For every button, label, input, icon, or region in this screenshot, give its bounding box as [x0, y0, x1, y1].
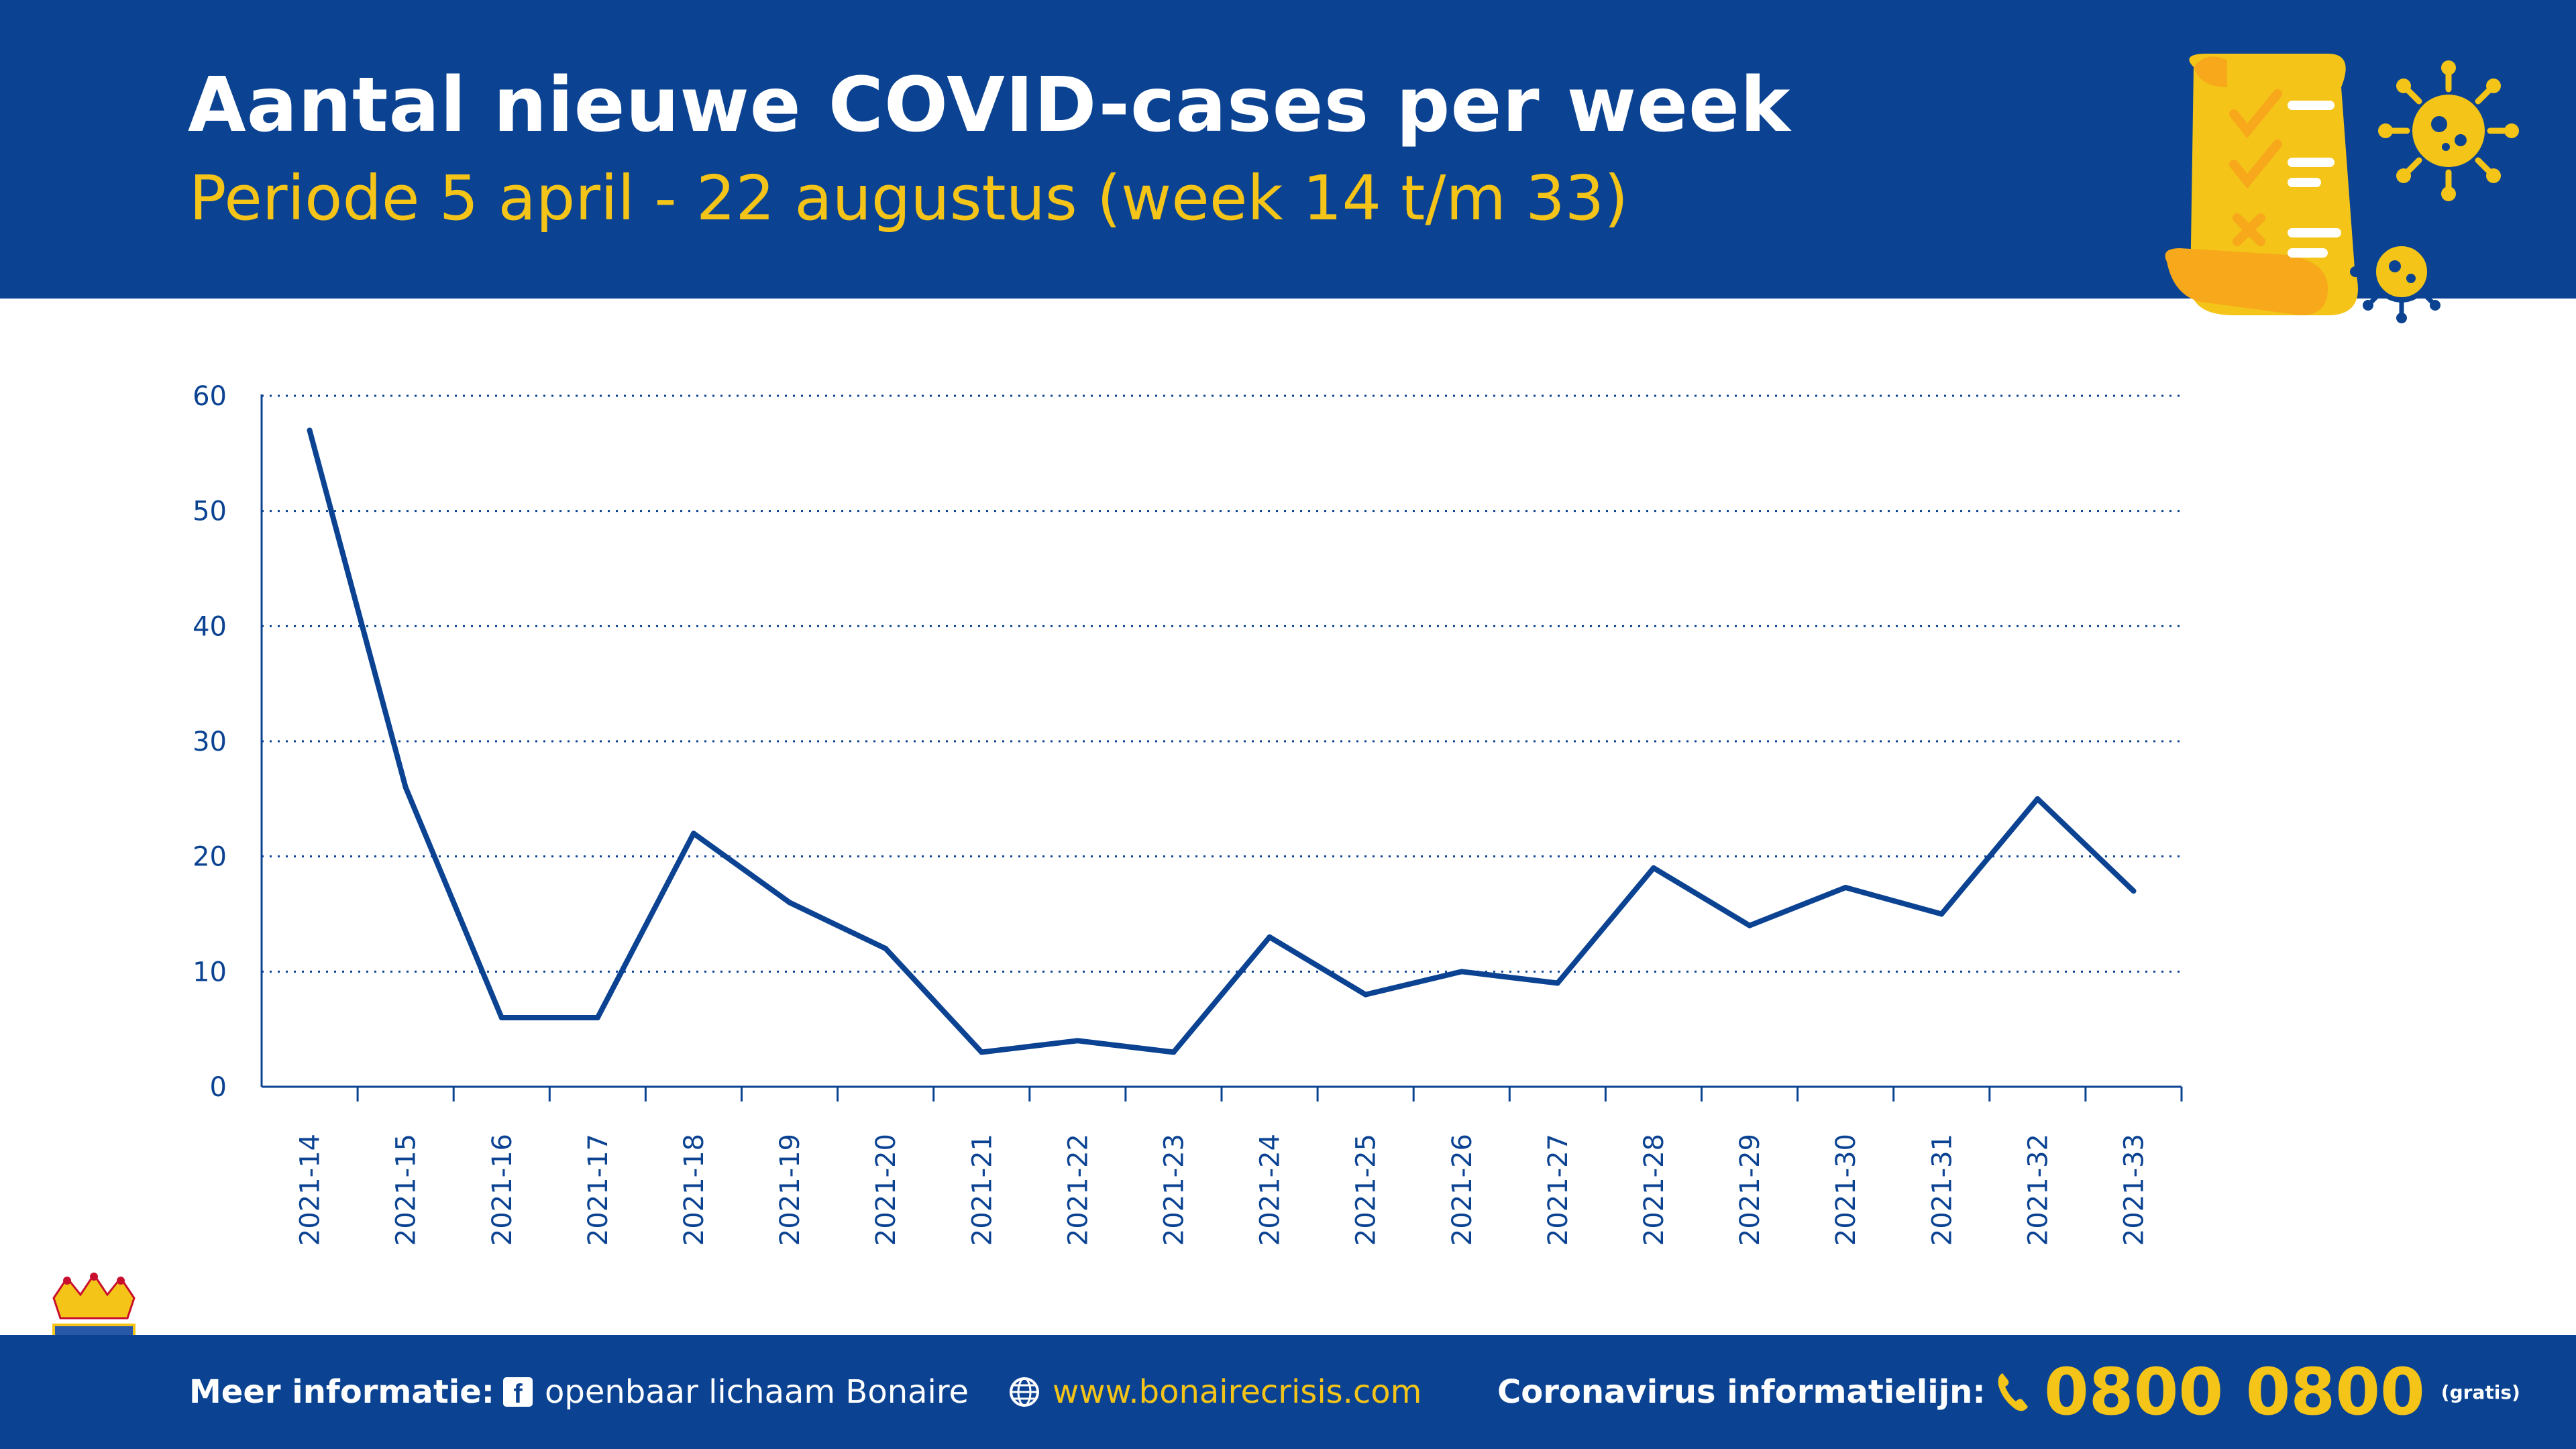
phone-icon [1998, 1373, 2028, 1411]
x-tick-label: 2021-22 [1063, 1134, 1093, 1246]
x-tick-label: 2021-26 [1447, 1134, 1478, 1246]
x-tick-label: 2021-23 [1159, 1134, 1189, 1246]
virus-icon [2378, 60, 2519, 201]
data-point [1458, 969, 1464, 975]
footer-infoline: Coronavirus informatielijn: [1497, 1335, 1986, 1449]
x-tick-label: 2021-21 [967, 1134, 998, 1246]
x-tick-label: 2021-18 [679, 1134, 710, 1246]
virus-icon [2350, 220, 2453, 323]
footer-website-link[interactable]: www.bonairecrisis.com [1008, 1335, 1421, 1449]
data-point [690, 830, 696, 837]
data-point [1939, 911, 1945, 917]
footer-bar: Meer informatie: f openbaar lichaam Bona… [0, 1335, 2576, 1449]
data-point [1267, 934, 1273, 940]
x-tick-label: 2021-29 [1735, 1134, 1766, 1246]
data-point [1075, 1038, 1081, 1044]
data-point [498, 1015, 504, 1020]
x-tick-label: 2021-33 [2118, 1134, 2149, 1246]
x-tick-label: 2021-24 [1255, 1134, 1286, 1246]
x-tick-label: 2021-28 [1639, 1134, 1670, 1246]
footer-facebook-link[interactable]: f openbaar lichaam Bonaire [503, 1335, 969, 1449]
footer-phone[interactable]: 0800 0800 (gratis) [1996, 1335, 2520, 1449]
footer-phone-number: 0800 0800 [2044, 1354, 2425, 1430]
data-point [1650, 865, 1656, 871]
data-point [1843, 885, 1849, 891]
data-point [2035, 796, 2041, 802]
x-tick-label: 2021-20 [871, 1134, 902, 1246]
footer-website-text: www.bonairecrisis.com [1053, 1373, 1422, 1411]
x-tick-label: 2021-14 [295, 1134, 326, 1246]
x-tick-label: 2021-25 [1351, 1134, 1382, 1246]
footer-phone-free-note: (gratis) [2440, 1381, 2520, 1403]
header-banner: Aantal nieuwe COVID-cases per week Perio… [0, 0, 2576, 299]
x-tick-label: 2021-27 [1543, 1134, 1574, 1246]
facebook-icon: f [503, 1377, 533, 1409]
x-tick-label: 2021-15 [391, 1134, 422, 1246]
data-point [2131, 888, 2137, 894]
x-tick-label: 2021-16 [487, 1134, 518, 1246]
data-point [594, 1015, 600, 1020]
footer-facebook-text: openbaar lichaam Bonaire [545, 1373, 969, 1411]
y-tick-label: 0 [210, 1072, 227, 1103]
y-tick-label: 50 [193, 496, 227, 527]
footer-more-info-label: Meer informatie: [189, 1373, 494, 1411]
y-tick-label: 10 [193, 957, 227, 987]
y-tick-label: 20 [193, 842, 227, 873]
y-tick-label: 60 [193, 381, 227, 412]
chart-title: Aantal nieuwe COVID-cases per week [188, 62, 1791, 149]
data-point [1554, 980, 1560, 986]
data-point [979, 1049, 985, 1055]
data-point [307, 427, 313, 433]
y-tick-label: 40 [193, 611, 227, 642]
globe-icon [1010, 1377, 1039, 1407]
checklist-scroll-illustration [2165, 54, 2519, 323]
x-tick-label: 2021-17 [583, 1134, 614, 1246]
footer-infoline-label: Coronavirus informatielijn: [1497, 1373, 1986, 1411]
footer-more-info: Meer informatie: [189, 1335, 494, 1449]
x-tick-label: 2021-31 [1927, 1134, 1957, 1246]
data-point [1362, 991, 1368, 998]
y-tick-label: 30 [193, 727, 227, 757]
data-point [1747, 922, 1753, 928]
data-point [1171, 1049, 1177, 1055]
data-point [787, 900, 793, 906]
chart-subtitle: Periode 5 april - 22 augustus (week 14 t… [189, 162, 1629, 234]
series-line [307, 427, 2137, 1055]
data-point [883, 946, 889, 951]
x-tick-label: 2021-32 [2023, 1134, 2053, 1246]
x-tick-label: 2021-30 [1831, 1134, 1862, 1246]
data-point [402, 784, 409, 790]
x-tick-label: 2021-19 [775, 1134, 806, 1246]
